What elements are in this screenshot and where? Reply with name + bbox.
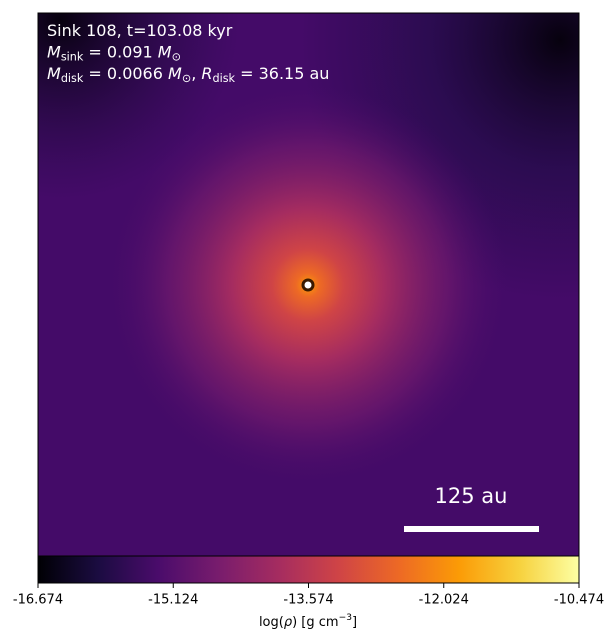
tick-label: -12.024	[419, 593, 469, 608]
text-run: ]	[352, 615, 357, 630]
symbol: M	[168, 64, 182, 83]
colorbar	[37, 555, 580, 584]
text-run: log(	[259, 615, 284, 630]
subscript: disk	[61, 72, 84, 85]
superscript: −3	[339, 612, 353, 622]
subscript: disk	[212, 72, 235, 85]
text-run: = 0.091	[83, 42, 157, 61]
annotation: Sink 108, t=103.08 kyr Msink​ = 0.091 M⊙​…	[47, 21, 329, 85]
sink-marker	[301, 278, 315, 292]
annotation-line: Msink​ = 0.091 M⊙​	[47, 42, 181, 63]
subscript: sink	[61, 50, 84, 63]
text-run: = 0.0066	[83, 64, 168, 83]
text-run: ,	[191, 64, 201, 83]
tick-label: -13.574	[283, 593, 333, 608]
text-run: = 36.15 au	[235, 64, 329, 83]
text-run: ) [g cm	[292, 615, 338, 630]
tick-label: -10.474	[554, 593, 604, 608]
annotation-line: Mdisk​ = 0.0066 M⊙​, Rdisk​ = 36.15 au	[47, 64, 329, 85]
symbol: R	[201, 64, 212, 83]
symbol: M	[47, 42, 61, 61]
symbol: M	[47, 64, 61, 83]
tick-label: -16.674	[13, 593, 63, 608]
tick-label: -15.124	[148, 593, 198, 608]
subscript: ⊙	[182, 72, 191, 85]
subscript: ⊙	[172, 50, 181, 63]
symbol: ρ	[284, 615, 293, 630]
symbol: M	[158, 42, 172, 61]
colorbar-label: log(ρ) [g cm−3​]	[259, 612, 357, 629]
text-run: Sink 108, t=103.08 kyr	[47, 21, 233, 40]
annotation-line: Sink 108, t=103.08 kyr	[47, 21, 233, 40]
colorbar-axis: -16.674 -15.124 -13.574 -12.024 -10.474	[13, 583, 604, 608]
scale-bar-label: 125 au	[435, 484, 508, 508]
